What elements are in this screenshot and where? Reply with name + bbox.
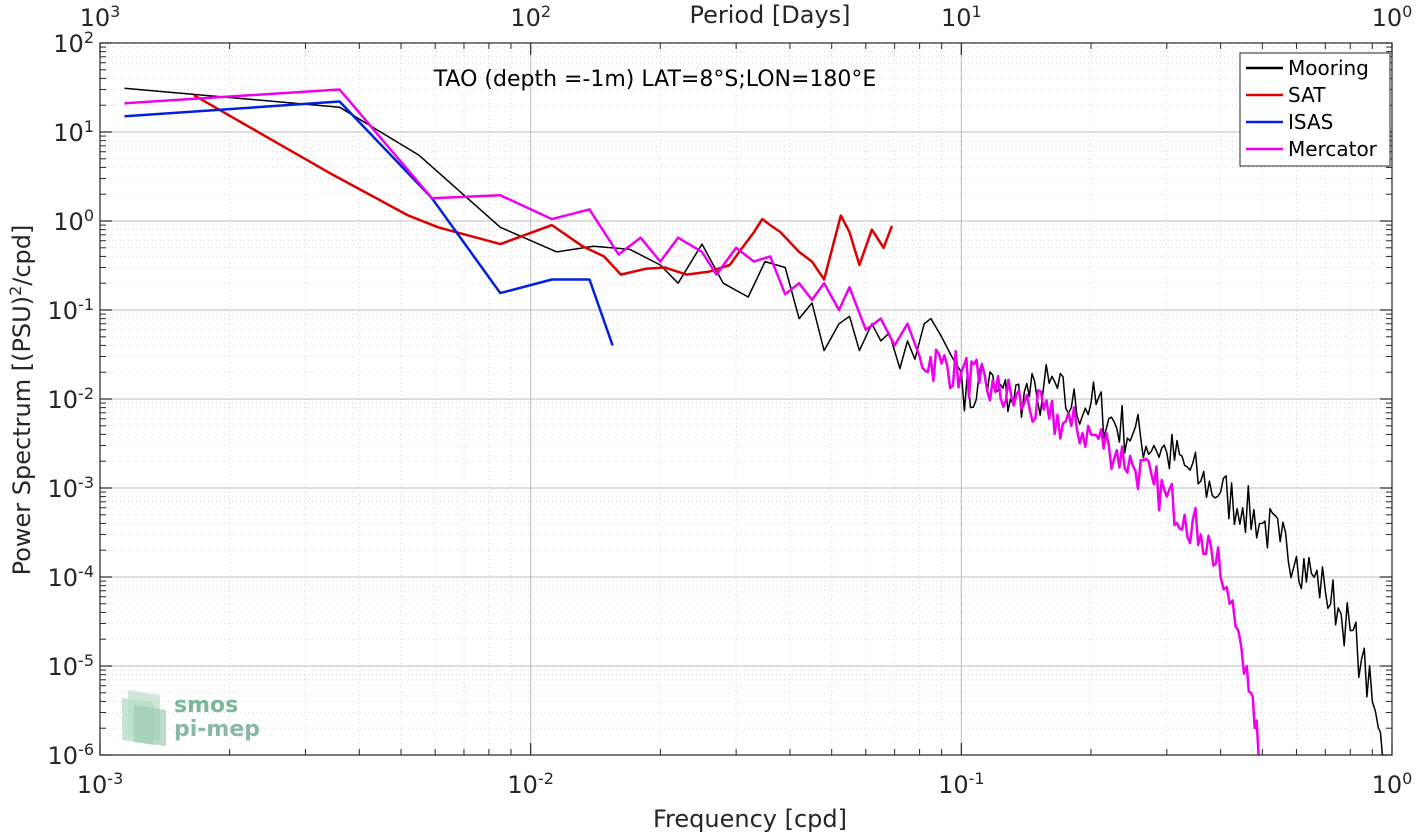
logo-line1: smos xyxy=(174,693,238,718)
y-axis-label: Power Spectrum [(PSU)2/cpd] xyxy=(6,225,37,576)
legend-label-sat: SAT xyxy=(1288,83,1326,107)
series-line-isas xyxy=(124,100,614,346)
x-tick-label: 100 xyxy=(1372,769,1413,800)
x-tick-label: 10-1 xyxy=(938,769,985,800)
series-line-sat xyxy=(193,94,894,281)
logo-line2: pi-mep xyxy=(174,717,260,742)
chart-title: TAO (depth =-1m) LAT=8°S;LON=180°E xyxy=(433,67,877,92)
top-tick-label: 100 xyxy=(1372,2,1413,33)
x-tick-label: 10-3 xyxy=(77,769,124,800)
series-line-mooring xyxy=(124,87,1384,756)
top-tick-label: 101 xyxy=(941,2,982,33)
y-tick-label: 10-3 xyxy=(48,473,95,504)
legend: Mooring SAT ISAS Mercator xyxy=(1239,52,1391,167)
top-tick-label: 102 xyxy=(510,2,551,33)
y-tick-label: 102 xyxy=(53,28,94,59)
top-tick-label: 103 xyxy=(80,2,121,33)
tick-marks xyxy=(99,42,1393,756)
legend-label-isas: ISAS xyxy=(1288,110,1333,134)
y-axis-label-sup: 2 xyxy=(6,286,25,296)
y-tick-label: 10-1 xyxy=(48,295,95,326)
y-tick-label: 10-4 xyxy=(48,562,95,593)
y-tick-label: 100 xyxy=(53,206,94,237)
legend-box xyxy=(1239,52,1391,167)
legend-label-mercator: Mercator xyxy=(1288,137,1378,161)
series-layer xyxy=(124,87,1384,756)
legend-label-mooring: Mooring xyxy=(1288,56,1369,80)
x-axis-label: Frequency [cpd] xyxy=(653,805,847,833)
y-tick-label: 10-5 xyxy=(48,651,95,682)
x-tick-label: 10-2 xyxy=(507,769,554,800)
top-axis-label: Period [Days] xyxy=(689,1,850,29)
y-tick-label: 101 xyxy=(53,117,94,148)
y-tick-label: 10-2 xyxy=(48,384,95,415)
series-line-mercator xyxy=(124,88,1260,756)
smos-pi-mep-logo: smos pi-mep xyxy=(122,690,260,746)
y-tick-label: 10-6 xyxy=(48,740,95,771)
